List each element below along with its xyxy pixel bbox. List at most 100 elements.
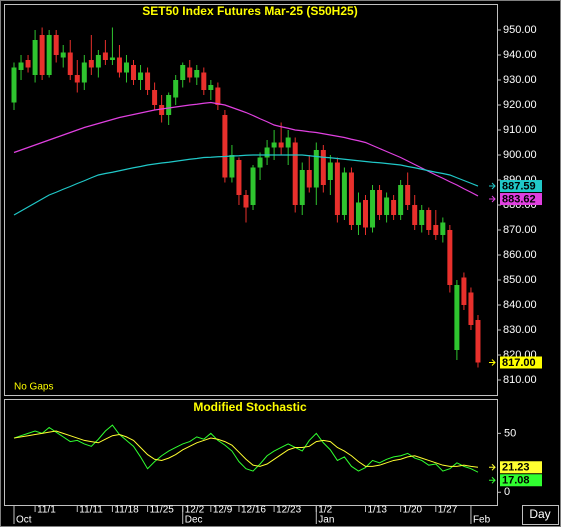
period-box bbox=[522, 505, 559, 525]
x-tick-label: 11/25 bbox=[150, 505, 175, 516]
y-tick-label: 920.00 bbox=[503, 99, 537, 111]
y-tick-label: 940.00 bbox=[503, 49, 537, 61]
x-tick-label: 12/2 bbox=[185, 505, 205, 516]
x-tick-label: 1/27 bbox=[438, 505, 458, 516]
candle-body bbox=[60, 52, 66, 58]
price-panel bbox=[4, 4, 498, 396]
candle-body bbox=[46, 35, 52, 75]
candle-body bbox=[461, 277, 467, 305]
candle-body bbox=[377, 190, 383, 215]
y-tick-label: 840.00 bbox=[503, 299, 537, 311]
candle-body bbox=[412, 205, 418, 225]
x-tick-label: 1/13 bbox=[368, 505, 388, 516]
value-label: 887.59 bbox=[502, 180, 536, 192]
y-tick-label: 830.00 bbox=[503, 324, 537, 336]
moving-average bbox=[13, 154, 479, 216]
candle-body bbox=[145, 72, 151, 90]
candle-body bbox=[236, 160, 242, 195]
value-box bbox=[500, 356, 542, 369]
candle-body bbox=[475, 320, 481, 363]
candle-body bbox=[25, 60, 31, 68]
candle-body bbox=[264, 147, 270, 158]
y-tick-label: 900.00 bbox=[503, 149, 537, 161]
candle-body bbox=[180, 65, 186, 80]
candle-body bbox=[426, 210, 432, 230]
value-label: 21.23 bbox=[502, 462, 530, 474]
candle-body bbox=[11, 67, 17, 103]
candle-body bbox=[173, 80, 179, 98]
candle-body bbox=[355, 202, 361, 225]
y-tick-label: 860.00 bbox=[503, 249, 537, 261]
candle-body bbox=[131, 65, 137, 80]
value-label: 817.00 bbox=[502, 357, 536, 369]
value-arrow bbox=[489, 476, 496, 484]
candle-body bbox=[67, 52, 73, 75]
month-label: Jan bbox=[318, 515, 334, 526]
stochastic-line bbox=[13, 424, 479, 473]
value-arrow bbox=[489, 463, 496, 471]
candle-body bbox=[53, 35, 59, 55]
candle-body bbox=[341, 172, 347, 215]
candle-body bbox=[201, 72, 207, 90]
note: No Gaps bbox=[14, 382, 53, 393]
x-tick-label: 1/20 bbox=[403, 505, 423, 516]
candle-body bbox=[32, 40, 38, 75]
candle-body bbox=[152, 90, 158, 105]
candle-body bbox=[250, 167, 256, 205]
candle-body bbox=[433, 225, 439, 235]
candle-body bbox=[109, 57, 115, 60]
candle-body bbox=[363, 200, 368, 228]
stochastic-panel bbox=[4, 399, 498, 506]
month-label: Dec bbox=[185, 515, 203, 526]
candle-body bbox=[278, 142, 284, 148]
stochastic-line bbox=[13, 430, 479, 468]
candle-body bbox=[292, 142, 298, 205]
candle-body bbox=[348, 172, 354, 225]
moving-average bbox=[13, 101, 479, 197]
y-tick-label: 950.00 bbox=[503, 24, 537, 36]
y-tick-label: 930.00 bbox=[503, 74, 537, 86]
x-tick-label: 12/9 bbox=[213, 505, 233, 516]
candle-body bbox=[166, 95, 172, 115]
candle-body bbox=[419, 210, 425, 225]
x-tick-label: 11/1 bbox=[37, 505, 56, 516]
candle-body bbox=[123, 62, 129, 73]
value-label: 883.62 bbox=[502, 193, 536, 205]
y-tick-label: 810.00 bbox=[503, 374, 537, 386]
chart-title: SET50 Index Futures Mar-25 (S50H25) bbox=[142, 4, 357, 18]
candle-body bbox=[391, 200, 397, 215]
candle-body bbox=[138, 72, 144, 80]
value-label: 17.08 bbox=[502, 475, 530, 487]
candle-body bbox=[334, 162, 340, 215]
y-tick-label: 0 bbox=[504, 486, 510, 498]
candle-body bbox=[159, 105, 165, 115]
candle-body bbox=[102, 52, 108, 60]
month-label: Oct bbox=[16, 515, 32, 526]
value-box bbox=[500, 180, 542, 193]
candle-body bbox=[384, 197, 390, 215]
candle-body bbox=[257, 157, 263, 168]
stochastic-title: Modified Stochastic bbox=[193, 400, 307, 414]
candle-body bbox=[370, 190, 376, 228]
period-label: Day bbox=[529, 507, 550, 521]
y-tick-label: 850.00 bbox=[503, 274, 537, 286]
x-tick-label: 1/2 bbox=[318, 505, 332, 516]
candle-body bbox=[398, 185, 404, 215]
candle-body bbox=[440, 222, 446, 235]
candle-body bbox=[81, 62, 87, 83]
value-arrow bbox=[489, 195, 496, 203]
y-tick-label: 50 bbox=[504, 427, 516, 439]
candle-body bbox=[454, 285, 460, 350]
candle-body bbox=[229, 155, 235, 178]
x-tick-label: 12/23 bbox=[276, 505, 301, 516]
candle-body bbox=[116, 57, 122, 73]
x-tick-label: 12/16 bbox=[241, 505, 266, 516]
value-arrow bbox=[489, 182, 496, 190]
candle-body bbox=[447, 230, 453, 285]
candle-body bbox=[405, 185, 411, 205]
x-tick-label: 11/18 bbox=[114, 505, 139, 516]
candle-body bbox=[271, 142, 277, 148]
value-box bbox=[500, 461, 542, 474]
